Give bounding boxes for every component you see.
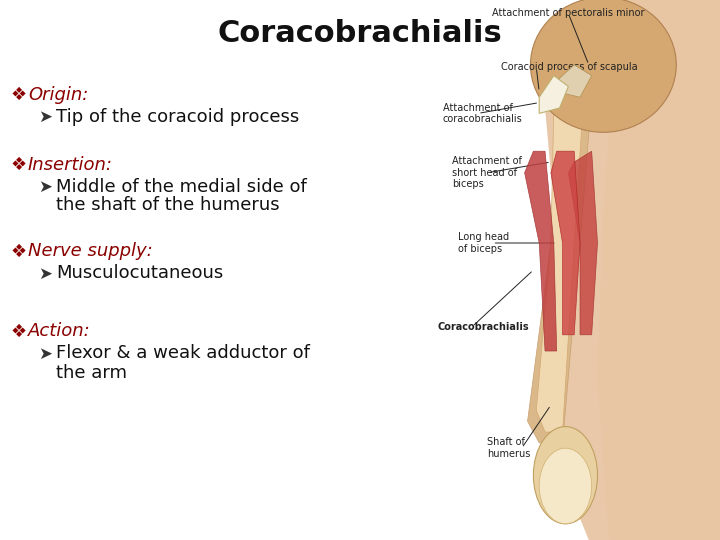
Polygon shape [551, 151, 580, 335]
Text: Coracobrachialis: Coracobrachialis [437, 322, 528, 332]
Polygon shape [568, 151, 598, 335]
Text: Long head
of biceps: Long head of biceps [458, 232, 509, 254]
Text: ➤: ➤ [38, 345, 52, 362]
Polygon shape [528, 76, 592, 443]
Polygon shape [545, 0, 720, 540]
Text: Tip of the coracoid process: Tip of the coracoid process [56, 107, 300, 125]
Ellipse shape [539, 448, 592, 524]
Polygon shape [525, 151, 557, 351]
Text: Attachment of pectoralis minor: Attachment of pectoralis minor [492, 9, 644, 18]
Text: ❖: ❖ [10, 85, 26, 104]
Text: Musculocutaneous: Musculocutaneous [56, 265, 223, 282]
Text: Nerve supply:: Nerve supply: [28, 242, 153, 260]
Polygon shape [536, 86, 583, 432]
Ellipse shape [534, 427, 598, 524]
Text: Attachment of
short head of
biceps: Attachment of short head of biceps [451, 156, 521, 190]
Text: ➤: ➤ [38, 178, 52, 195]
Text: ❖: ❖ [10, 242, 26, 260]
Polygon shape [539, 76, 568, 113]
Text: Action:: Action: [28, 322, 91, 341]
Text: Origin:: Origin: [28, 85, 89, 104]
Text: ❖: ❖ [10, 156, 26, 173]
Text: Shaft of
humerus: Shaft of humerus [487, 437, 530, 459]
Text: ❖: ❖ [10, 322, 26, 341]
Text: the shaft of the humerus: the shaft of the humerus [56, 197, 279, 214]
Text: Coracobrachialis: Coracobrachialis [217, 19, 503, 48]
Text: Middle of the medial side of: Middle of the medial side of [56, 178, 307, 195]
Polygon shape [598, 0, 720, 540]
Text: Coracoid process of scapula: Coracoid process of scapula [501, 63, 638, 72]
Text: Attachment of
coracobrachialis: Attachment of coracobrachialis [443, 103, 523, 124]
Text: ➤: ➤ [38, 265, 52, 282]
Polygon shape [557, 65, 592, 97]
Text: Flexor & a weak adductor of: Flexor & a weak adductor of [56, 345, 310, 362]
Ellipse shape [531, 0, 676, 132]
Text: ➤: ➤ [38, 107, 52, 125]
Text: the arm: the arm [56, 363, 127, 381]
Text: Insertion:: Insertion: [28, 156, 113, 173]
